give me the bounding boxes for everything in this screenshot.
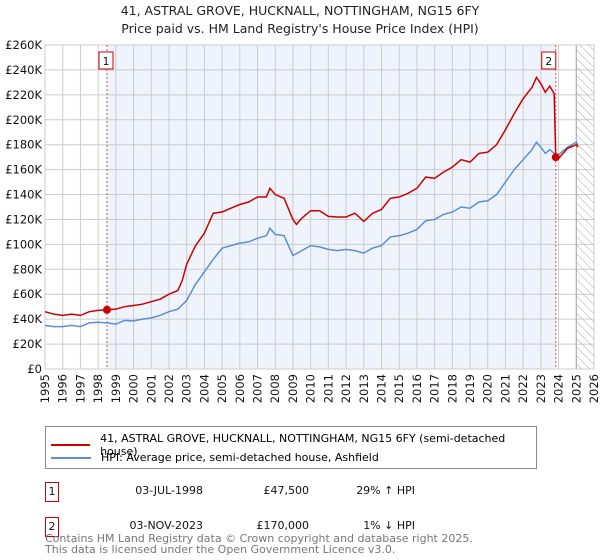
y-tick-label: £40K <box>13 312 43 326</box>
plot-frame <box>44 44 595 370</box>
y-tick-label: £80K <box>13 262 43 276</box>
x-tick-label: 2003 <box>180 374 194 403</box>
x-tick-label: 2005 <box>215 374 229 403</box>
x-tick-label: 2018 <box>445 374 459 403</box>
legend: 41, ASTRAL GROVE, HUCKNALL, NOTTINGHAM, … <box>45 426 537 469</box>
x-tick-label: 2016 <box>410 374 424 403</box>
x-tick-label: 1997 <box>73 374 87 403</box>
transaction-hpi-diff: 1% ↓ HPI <box>363 519 415 532</box>
x-tick-label: 2023 <box>534 374 548 403</box>
y-tick-label: £140K <box>5 188 42 202</box>
sale-label-box <box>541 51 557 70</box>
sale-label: 2 <box>545 55 552 68</box>
transaction-hpi-diff: 29% ↑ HPI <box>356 484 415 497</box>
transaction-date: 03-JUL-1998 <box>135 484 203 497</box>
y-tick-label: £260K <box>5 38 42 52</box>
legend-item-hpi: HPI: Average price, semi-detached house,… <box>51 451 379 464</box>
y-tick-label: £220K <box>5 88 42 102</box>
x-tick-label: 2006 <box>233 374 247 403</box>
y-tick-label: £200K <box>5 113 42 127</box>
transaction-number: 1 <box>45 482 59 502</box>
x-tick-label: 2021 <box>498 374 512 403</box>
x-tick-label: 2010 <box>304 374 318 403</box>
x-tick-label: 2002 <box>162 374 176 403</box>
x-tick-label: 2019 <box>463 374 477 403</box>
x-tick-label: 2025 <box>569 374 583 403</box>
x-tick-label: 1995 <box>38 374 52 403</box>
x-tick-label: 1998 <box>91 374 105 403</box>
chart-title: 41, ASTRAL GROVE, HUCKNALL, NOTTINGHAM, … <box>120 3 480 18</box>
x-tick-label: 1996 <box>56 374 70 403</box>
x-tick-label: 2017 <box>428 374 442 403</box>
forecast-hatch <box>575 44 595 370</box>
legend-swatch-red <box>51 444 91 446</box>
property-price-line <box>44 75 579 317</box>
transaction-price: £47,500 <box>263 484 310 497</box>
y-tick-label: £160K <box>5 163 42 177</box>
footer-licence: This data is licensed under the Open Gov… <box>45 543 396 556</box>
x-tick-label: 1999 <box>109 374 123 403</box>
x-tick-label: 2008 <box>268 374 282 403</box>
hpi-line <box>44 140 579 328</box>
x-tick-label: 2011 <box>321 374 335 403</box>
legend-item-property: 41, ASTRAL GROVE, HUCKNALL, NOTTINGHAM, … <box>51 432 536 458</box>
transaction-row: 2 03-NOV-2023 £170,000 1% ↓ HPI <box>45 517 545 537</box>
transaction-price: £170,000 <box>256 519 310 532</box>
x-tick-label: 2013 <box>357 374 371 403</box>
x-tick-label: 2020 <box>481 374 495 403</box>
price-chart: £0 £20K £40K £60K £80K £100K £120K £140K £160K £1… <box>5 38 600 403</box>
y-tick-label: £0 <box>27 362 42 376</box>
x-tick-label: 2000 <box>127 374 141 403</box>
y-tick-label: £60K <box>13 287 43 301</box>
sale-label-box <box>98 51 114 70</box>
x-tick-label: 2001 <box>144 374 158 403</box>
ownership-shade <box>106 45 556 369</box>
y-tick-label: £100K <box>5 237 42 251</box>
x-tick-label: 2024 <box>552 374 566 403</box>
chart-subtitle: Price paid vs. HM Land Registry's House … <box>121 21 479 36</box>
transaction-number: 2 <box>45 517 59 537</box>
x-tick-label: 2012 <box>339 374 353 403</box>
x-tick-label: 2014 <box>374 374 388 403</box>
footer-copyright: Contains HM Land Registry data © Crown c… <box>45 532 473 545</box>
sale-label: 1 <box>102 55 109 68</box>
x-tick-label: 2026 <box>587 374 600 403</box>
transaction-row: 1 03-JUL-1998 £47,500 29% ↑ HPI <box>45 482 545 502</box>
x-tick-label: 2022 <box>516 374 530 403</box>
y-tick-label: £180K <box>5 138 42 152</box>
y-tick-label: £240K <box>5 63 42 77</box>
footer: Contains HM Land Registry data © Crown c… <box>45 533 473 555</box>
x-tick-label: 2004 <box>197 374 211 403</box>
legend-label-hpi: HPI: Average price, semi-detached house,… <box>101 451 379 464</box>
y-tick-label: £20K <box>13 337 43 351</box>
sale-point <box>551 153 560 162</box>
x-tick-label: 2015 <box>392 374 406 403</box>
legend-swatch-blue <box>51 456 91 459</box>
sale-point <box>102 305 111 314</box>
legend-label-property: 41, ASTRAL GROVE, HUCKNALL, NOTTINGHAM, … <box>100 432 506 458</box>
x-tick-label: 2007 <box>251 374 265 403</box>
x-tick-label: 2009 <box>286 374 300 403</box>
y-tick-label: £120K <box>5 212 42 226</box>
transaction-date: 03-NOV-2023 <box>129 519 203 532</box>
